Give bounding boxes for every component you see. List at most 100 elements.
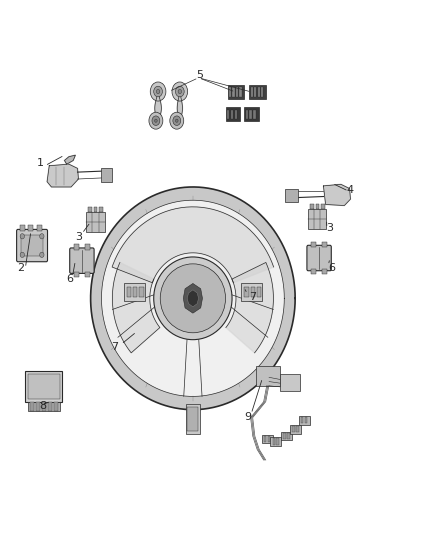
Bar: [36, 402, 40, 411]
Bar: [301, 417, 304, 423]
Bar: [240, 87, 242, 97]
Bar: [88, 207, 92, 212]
Bar: [321, 204, 325, 209]
Text: 1: 1: [37, 158, 44, 168]
Bar: [253, 110, 256, 118]
Bar: [257, 287, 261, 297]
Bar: [280, 374, 300, 391]
Ellipse shape: [154, 257, 232, 340]
Bar: [102, 168, 113, 182]
Circle shape: [20, 252, 25, 257]
Text: 3: 3: [75, 232, 82, 242]
Bar: [272, 438, 275, 445]
Bar: [251, 287, 255, 297]
Bar: [299, 416, 310, 424]
Bar: [99, 207, 102, 212]
Bar: [270, 437, 281, 446]
Polygon shape: [112, 207, 274, 282]
Bar: [241, 283, 262, 301]
Bar: [28, 402, 60, 411]
Bar: [133, 287, 137, 297]
Bar: [21, 235, 43, 256]
Bar: [311, 241, 316, 247]
Circle shape: [152, 116, 160, 125]
Bar: [316, 204, 319, 209]
Bar: [233, 87, 235, 97]
Bar: [36, 224, 42, 231]
Text: 6: 6: [67, 273, 74, 284]
Bar: [124, 283, 145, 301]
Text: 5: 5: [196, 70, 203, 79]
Bar: [94, 207, 97, 212]
Text: 9: 9: [244, 411, 252, 422]
Bar: [231, 110, 233, 118]
Circle shape: [176, 86, 184, 97]
Polygon shape: [64, 155, 75, 164]
Bar: [25, 371, 62, 402]
Circle shape: [150, 82, 166, 101]
Circle shape: [154, 86, 162, 97]
Polygon shape: [177, 92, 183, 120]
Circle shape: [170, 112, 184, 129]
Bar: [250, 85, 266, 100]
Text: 3: 3: [326, 223, 333, 233]
Bar: [127, 287, 131, 297]
Circle shape: [149, 112, 163, 129]
Bar: [228, 85, 244, 100]
Text: 4: 4: [346, 184, 353, 195]
Text: 2: 2: [17, 263, 24, 273]
Circle shape: [172, 82, 187, 101]
Bar: [28, 224, 33, 231]
Circle shape: [40, 252, 44, 257]
Ellipse shape: [160, 264, 226, 333]
Bar: [74, 272, 79, 277]
Bar: [20, 224, 25, 231]
Circle shape: [155, 119, 157, 122]
Polygon shape: [184, 284, 202, 313]
Bar: [187, 407, 198, 431]
Bar: [244, 108, 258, 120]
Bar: [250, 110, 252, 118]
Bar: [54, 402, 58, 411]
Bar: [42, 402, 46, 411]
Circle shape: [40, 233, 44, 239]
Circle shape: [173, 116, 181, 125]
Text: 7: 7: [111, 342, 118, 352]
Bar: [296, 426, 299, 432]
Bar: [236, 87, 238, 97]
Text: 8: 8: [39, 401, 46, 411]
Bar: [85, 244, 90, 249]
PathPatch shape: [91, 187, 295, 410]
Bar: [139, 287, 144, 297]
Ellipse shape: [102, 200, 284, 397]
Bar: [256, 366, 280, 386]
Circle shape: [178, 90, 182, 94]
Polygon shape: [47, 164, 78, 187]
Bar: [74, 244, 79, 249]
Bar: [229, 87, 231, 97]
Circle shape: [20, 233, 25, 239]
Polygon shape: [113, 262, 160, 353]
Bar: [322, 241, 327, 247]
Bar: [268, 435, 270, 442]
Circle shape: [176, 119, 178, 122]
Bar: [290, 425, 301, 433]
Polygon shape: [323, 184, 350, 206]
Bar: [310, 204, 314, 209]
Bar: [287, 433, 290, 439]
Bar: [305, 417, 307, 423]
Text: 7: 7: [249, 292, 257, 302]
Bar: [227, 110, 230, 118]
FancyBboxPatch shape: [70, 248, 94, 273]
Bar: [235, 110, 237, 118]
Bar: [186, 405, 200, 433]
FancyBboxPatch shape: [307, 245, 331, 271]
Bar: [261, 87, 263, 97]
Bar: [308, 209, 326, 229]
Bar: [48, 402, 52, 411]
Polygon shape: [226, 262, 273, 353]
Bar: [85, 272, 90, 277]
Bar: [311, 269, 316, 274]
Bar: [251, 87, 253, 97]
Bar: [246, 110, 248, 118]
